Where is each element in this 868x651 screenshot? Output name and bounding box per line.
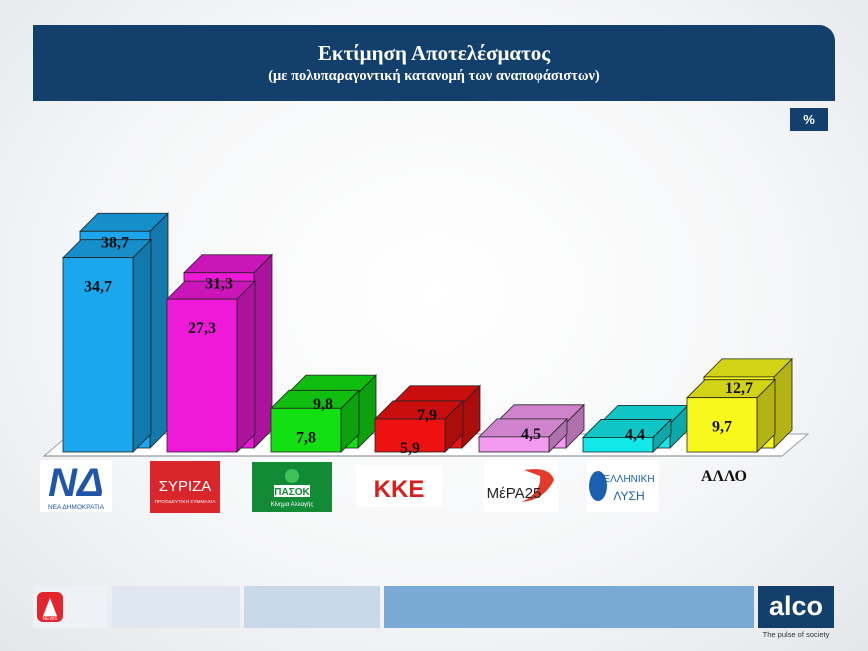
bar-2-upper-side — [253, 253, 273, 449]
syriza-logo-mark: ΣΥΡΙΖΑ ΠΡΟΟΔΕΥΤΙΚΗ ΣΥΜΜΑΧΙΑ — [155, 478, 217, 505]
bar-3-lower-front — [270, 407, 342, 453]
kke-logo-name: ΚΚΕ — [374, 476, 425, 503]
footer-band-2 — [244, 586, 380, 628]
bar-3-lower — [270, 389, 360, 453]
mera25-logo: ΜέΡΑ25 — [484, 460, 558, 512]
nd-logo-letters: ΝΔ — [48, 461, 104, 505]
pasok-logo-caption: Κίνημα Αλλαγής — [271, 501, 314, 508]
value-label-top-5: 4,5 — [521, 426, 541, 443]
news-logo-a-icon — [43, 598, 57, 616]
syriza-logo: ΣΥΡΙΖΑ ΠΡΟΟΔΕΥΤΙΚΗ ΣΥΜΜΑΧΙΑ — [150, 461, 220, 513]
bar-6-lower-front — [582, 437, 654, 453]
news-logo-mark: NEWS — [37, 592, 63, 622]
value-label-front-3: 7,8 — [296, 429, 316, 446]
bar-5-lower — [478, 417, 568, 453]
bar-7-lower — [686, 378, 776, 453]
bar-2-lower-side — [236, 280, 256, 453]
bar-2: 31,3 27,3 — [166, 253, 273, 453]
value-label-front-2: 27,3 — [188, 320, 216, 337]
nd-logo-mark: ΝΔ ΝΕΑ ΔΗΜΟΚΡΑΤΙΑ — [48, 461, 105, 511]
news-logo-caption: NEWS — [43, 616, 59, 622]
mera25-swoosh-icon — [522, 469, 554, 502]
bar-4-lower — [374, 399, 464, 453]
bar-1-upper-side — [149, 212, 169, 449]
elliniki-lysi-logo: ΕΛΛΗΝΙΚΗ ΛΥΣΗ — [587, 460, 659, 512]
elliniki-lysi-logo-line1: ΕΛΛΗΝΙΚΗ — [603, 474, 654, 485]
pasok-logo: ΠΑΣΟΚ Κίνημα Αλλαγής — [252, 462, 332, 512]
bar-1: 38,7 34,7 — [62, 212, 169, 453]
chart-subtitle: (με πολυπαραγοντική κατανομή των αναποφά… — [268, 68, 600, 84]
value-label-top-7: 12,7 — [725, 380, 753, 397]
footer-news-logo: NEWS — [33, 586, 107, 628]
chart-title: Εκτίμηση Αποτελέσματος — [317, 41, 551, 65]
bar-4-lower-front — [374, 418, 446, 453]
value-label-top-3: 9,8 — [313, 396, 333, 413]
header-banner: Εκτίμηση Αποτελέσματος (με πολυπαραγοντι… — [33, 25, 835, 101]
bar-5-lower-front — [478, 436, 550, 453]
bar-1-lower-front — [62, 257, 134, 453]
bar-3: 9,8 7,8 — [270, 374, 377, 453]
bar-7-lower-front — [686, 397, 758, 453]
syriza-logo-name: ΣΥΡΙΖΑ — [159, 478, 212, 495]
alco-tagline: The pulse of society — [762, 630, 830, 639]
nd-logo-caption: ΝΕΑ ΔΗΜΟΚΡΑΤΙΑ — [48, 504, 105, 511]
bar-2-lower — [166, 280, 256, 453]
pasok-logo-plate — [274, 485, 310, 497]
nd-logo: ΝΔ ΝΕΑ ΔΗΜΟΚΡΑΤΙΑ — [40, 460, 112, 512]
elliniki-lysi-logo-line2: ΛΥΣΗ — [613, 489, 644, 503]
mera25-logo-mark: ΜέΡΑ25 — [487, 469, 554, 502]
bar-2-lower-front — [166, 298, 238, 453]
allo-label: ΑΛΛΟ — [700, 468, 747, 485]
bar-6-lower — [582, 418, 672, 453]
kke-logo: ΚΚΕ — [356, 465, 442, 507]
sun-icon — [285, 469, 299, 483]
alco-brand: alco — [768, 591, 824, 621]
footer-band-3 — [384, 586, 754, 628]
value-label-front-4: 5,9 — [400, 440, 420, 457]
value-label-front-7: 9,7 — [712, 419, 732, 436]
value-label-top-4: 7,9 — [417, 407, 437, 424]
footer-band-1 — [112, 586, 240, 628]
value-label-top-6: 4,4 — [625, 426, 645, 443]
bar-7: 12,7 9,7 — [686, 357, 793, 453]
mera25-logo-name: ΜέΡΑ25 — [487, 485, 542, 502]
syriza-logo-caption: ΠΡΟΟΔΕΥΤΙΚΗ ΣΥΜΜΑΧΙΑ — [155, 499, 217, 505]
bar-4: 7,9 5,9 — [374, 384, 481, 457]
value-label-top-1: 38,7 — [101, 234, 129, 251]
pasok-logo-mark: ΠΑΣΟΚ Κίνημα Αλλαγής — [271, 469, 314, 508]
elliniki-lysi-logo-mark: ΕΛΛΗΝΙΚΗ ΛΥΣΗ — [589, 471, 655, 503]
kke-logo-mark: ΚΚΕ — [374, 476, 425, 503]
alco-logo: alco — [758, 586, 834, 628]
pasok-logo-name: ΠΑΣΟΚ — [274, 487, 310, 498]
value-label-top-2: 31,3 — [205, 276, 233, 293]
bar-1-lower-side — [132, 238, 152, 453]
unit-badge: % — [790, 108, 828, 131]
value-label-front-1: 34,7 — [84, 279, 112, 296]
bar-1-lower — [62, 238, 152, 453]
shield-icon — [589, 471, 607, 501]
bars-group: 38,734,731,327,39,87,87,95,94,52,74,42,6… — [62, 212, 793, 475]
